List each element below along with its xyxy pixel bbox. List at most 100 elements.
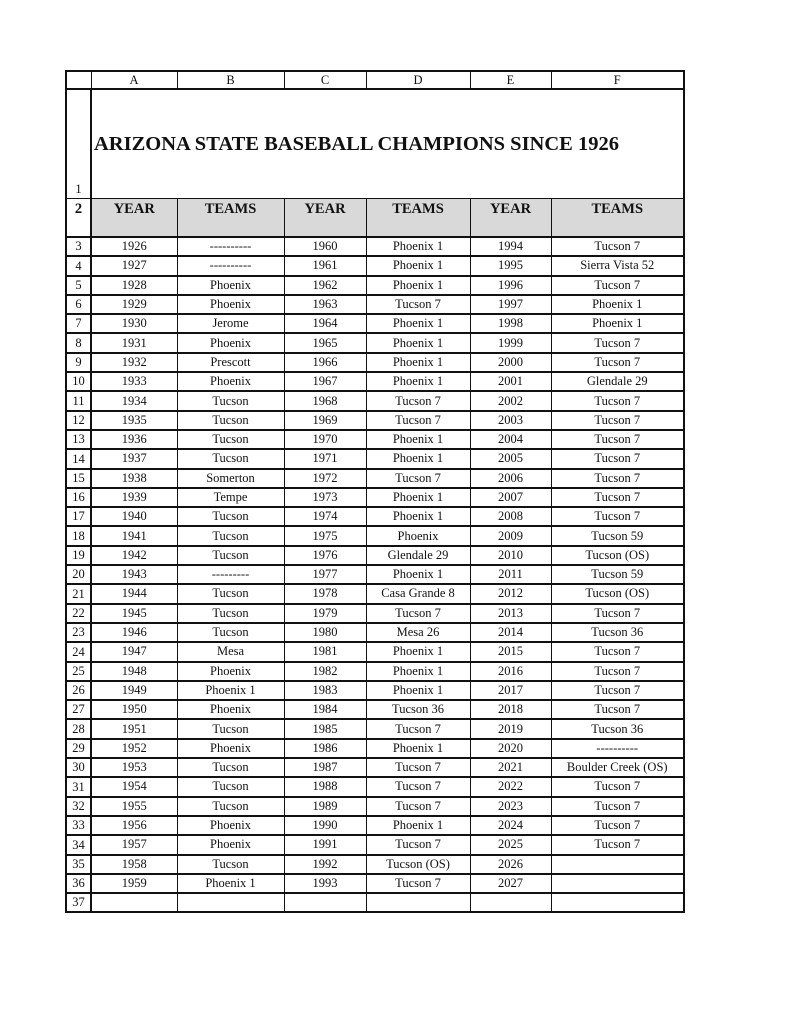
year-cell[interactable]: 2019 bbox=[469, 718, 552, 740]
year-cell[interactable]: 1994 bbox=[469, 236, 552, 258]
year-cell[interactable]: 1989 bbox=[283, 796, 367, 817]
year-cell[interactable]: 1957 bbox=[90, 834, 178, 856]
year-cell[interactable]: 2023 bbox=[469, 796, 552, 817]
team-cell[interactable]: Tucson bbox=[176, 583, 285, 605]
row-number[interactable]: 6 bbox=[65, 294, 92, 316]
team-cell[interactable]: Tucson 7 bbox=[365, 468, 471, 489]
year-cell[interactable]: 2022 bbox=[469, 776, 552, 798]
team-cell[interactable]: Somerton bbox=[176, 468, 285, 489]
year-cell[interactable]: 1937 bbox=[90, 448, 178, 470]
team-cell[interactable]: Jerome bbox=[176, 313, 285, 335]
year-cell[interactable]: 2007 bbox=[469, 487, 552, 509]
team-cell[interactable]: Tucson 7 bbox=[550, 699, 685, 721]
team-cell[interactable] bbox=[550, 892, 685, 914]
row-number[interactable]: 3 bbox=[65, 236, 92, 258]
year-cell[interactable] bbox=[283, 892, 367, 914]
team-cell[interactable]: Phoenix 1 bbox=[365, 313, 471, 335]
team-cell[interactable]: Phoenix bbox=[176, 332, 285, 354]
team-cell[interactable]: Phoenix 1 bbox=[365, 371, 471, 393]
row-number[interactable]: 20 bbox=[65, 564, 92, 586]
year-cell[interactable]: 1987 bbox=[283, 757, 367, 779]
year-cell[interactable]: 2017 bbox=[469, 680, 552, 702]
team-cell[interactable]: Glendale 29 bbox=[365, 545, 471, 567]
team-cell[interactable]: Tucson 7 bbox=[365, 718, 471, 740]
row-number[interactable]: 36 bbox=[65, 873, 92, 895]
team-cell[interactable]: Tucson 7 bbox=[550, 506, 685, 528]
team-cell[interactable]: Casa Grande 8 bbox=[365, 583, 471, 605]
year-cell[interactable]: 1968 bbox=[283, 390, 367, 412]
header-teams[interactable]: TEAMS bbox=[550, 198, 685, 238]
team-cell[interactable]: Phoenix 1 bbox=[365, 738, 471, 760]
team-cell[interactable]: Phoenix bbox=[176, 815, 285, 837]
year-cell[interactable]: 1932 bbox=[90, 352, 178, 374]
team-cell[interactable]: Tucson 36 bbox=[365, 699, 471, 721]
year-cell[interactable]: 2005 bbox=[469, 448, 552, 470]
row-number[interactable]: 1 bbox=[65, 88, 92, 199]
row-number[interactable]: 18 bbox=[65, 525, 92, 547]
team-cell[interactable] bbox=[176, 892, 285, 914]
year-cell[interactable]: 2024 bbox=[469, 815, 552, 837]
year-cell[interactable]: 2008 bbox=[469, 506, 552, 528]
year-cell[interactable]: 2013 bbox=[469, 603, 552, 624]
year-cell[interactable]: 1928 bbox=[90, 275, 178, 296]
team-cell[interactable]: Tucson 59 bbox=[550, 564, 685, 586]
year-cell[interactable]: 1981 bbox=[283, 641, 367, 663]
header-teams[interactable]: TEAMS bbox=[176, 198, 285, 238]
year-cell[interactable]: 1949 bbox=[90, 680, 178, 702]
year-cell[interactable]: 1977 bbox=[283, 564, 367, 586]
year-cell[interactable]: 1980 bbox=[283, 622, 367, 644]
year-cell[interactable]: 1941 bbox=[90, 525, 178, 547]
header-teams[interactable]: TEAMS bbox=[365, 198, 471, 238]
year-cell[interactable]: 2020 bbox=[469, 738, 552, 760]
year-cell[interactable]: 1966 bbox=[283, 352, 367, 374]
header-year[interactable]: YEAR bbox=[90, 198, 178, 238]
team-cell[interactable]: Tucson (OS) bbox=[365, 853, 471, 875]
team-cell[interactable]: Tucson 7 bbox=[550, 641, 685, 663]
team-cell[interactable]: Phoenix 1 bbox=[365, 680, 471, 702]
team-cell[interactable]: Mesa bbox=[176, 641, 285, 663]
year-cell[interactable]: 2004 bbox=[469, 429, 552, 451]
year-cell[interactable]: 1985 bbox=[283, 718, 367, 740]
header-year[interactable]: YEAR bbox=[283, 198, 367, 238]
team-cell[interactable]: Tucson bbox=[176, 390, 285, 412]
year-cell[interactable]: 1970 bbox=[283, 429, 367, 451]
column-header-c[interactable]: C bbox=[283, 70, 367, 90]
team-cell[interactable]: Tucson 7 bbox=[550, 410, 685, 431]
year-cell[interactable]: 1935 bbox=[90, 410, 178, 431]
row-number[interactable]: 32 bbox=[65, 796, 92, 817]
year-cell[interactable]: 1944 bbox=[90, 583, 178, 605]
team-cell[interactable]: Tucson 7 bbox=[365, 834, 471, 856]
row-number[interactable]: 14 bbox=[65, 448, 92, 470]
year-cell[interactable]: 1978 bbox=[283, 583, 367, 605]
year-cell[interactable]: 2026 bbox=[469, 853, 552, 875]
team-cell[interactable]: Tucson 7 bbox=[550, 834, 685, 856]
team-cell[interactable]: Tucson bbox=[176, 776, 285, 798]
column-header-d[interactable]: D bbox=[365, 70, 471, 90]
row-number[interactable]: 26 bbox=[65, 680, 92, 702]
team-cell[interactable]: Phoenix 1 bbox=[365, 487, 471, 509]
year-cell[interactable]: 1958 bbox=[90, 853, 178, 875]
year-cell[interactable]: 1956 bbox=[90, 815, 178, 837]
team-cell[interactable]: Tucson 7 bbox=[365, 390, 471, 412]
team-cell[interactable]: Tucson 7 bbox=[550, 390, 685, 412]
row-number[interactable]: 12 bbox=[65, 410, 92, 431]
year-cell[interactable]: 1993 bbox=[283, 873, 367, 895]
year-cell[interactable]: 1934 bbox=[90, 390, 178, 412]
year-cell[interactable]: 2025 bbox=[469, 834, 552, 856]
year-cell[interactable]: 1975 bbox=[283, 525, 367, 547]
row-number[interactable]: 21 bbox=[65, 583, 92, 605]
team-cell[interactable]: Tucson (OS) bbox=[550, 545, 685, 567]
column-header-e[interactable]: E bbox=[469, 70, 552, 90]
team-cell[interactable]: Tucson 7 bbox=[550, 275, 685, 296]
team-cell[interactable]: Tucson (OS) bbox=[550, 583, 685, 605]
year-cell[interactable]: 1959 bbox=[90, 873, 178, 895]
team-cell[interactable]: Tucson bbox=[176, 603, 285, 624]
team-cell[interactable]: Tucson bbox=[176, 410, 285, 431]
year-cell[interactable]: 1997 bbox=[469, 294, 552, 316]
team-cell[interactable]: Tucson 7 bbox=[550, 352, 685, 374]
row-number[interactable]: 22 bbox=[65, 603, 92, 624]
column-header-a[interactable]: A bbox=[90, 70, 178, 90]
team-cell[interactable]: Tucson 7 bbox=[550, 429, 685, 451]
team-cell[interactable] bbox=[550, 853, 685, 875]
year-cell[interactable]: 2015 bbox=[469, 641, 552, 663]
